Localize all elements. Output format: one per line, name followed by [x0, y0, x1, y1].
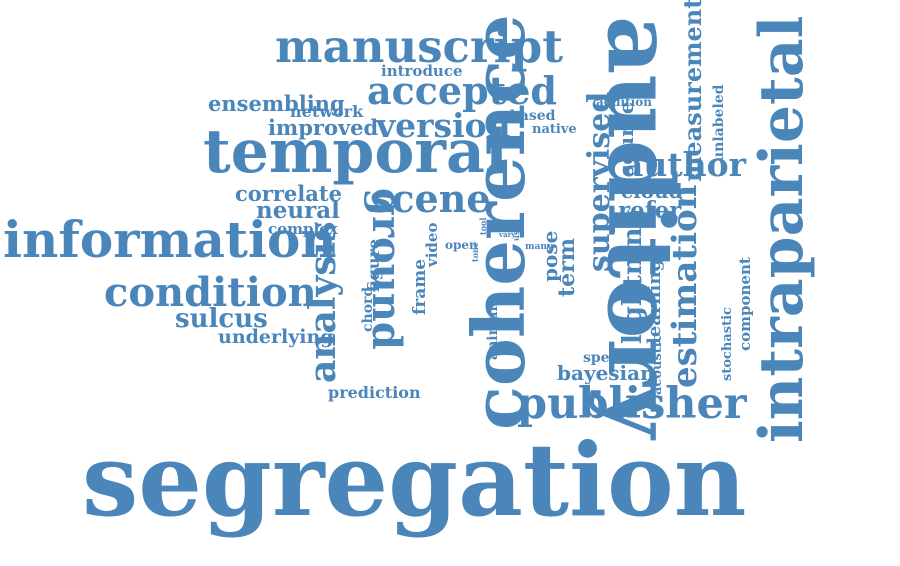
word-estimation: estimation [665, 184, 705, 388]
word-introduce: introduce [381, 62, 463, 80]
word-source: source [614, 101, 638, 176]
word-chord: chord [360, 286, 376, 332]
word-network: network [290, 102, 364, 121]
word-correlate: correlate [235, 181, 342, 206]
word-learning: learning [644, 258, 665, 344]
word-cloud: cloud [621, 179, 683, 203]
word-native: native [532, 122, 577, 137]
word-scene: scene [370, 176, 491, 221]
word-author: author [622, 145, 747, 184]
word-version: version [376, 106, 511, 145]
word-bayesian: bayesian [557, 361, 655, 385]
word-figure: figure [364, 238, 383, 292]
word-complex: complex [268, 220, 338, 238]
word-addition: addition [596, 95, 652, 109]
word-many: many [525, 242, 553, 252]
word-neural: neural [256, 197, 340, 224]
word-ensembling: measurement [678, 0, 707, 182]
word-tone: tone [470, 242, 480, 262]
word-tool: tool [478, 217, 488, 235]
word-open: open [445, 238, 478, 252]
word-vary: vary [499, 230, 516, 239]
word-underlying: underlying [218, 326, 334, 348]
word-intraparietal: intraparietal [747, 15, 817, 443]
word-publisher: publisher [517, 379, 747, 429]
word-use: use [511, 225, 521, 241]
word-spectral: spectral [583, 350, 647, 366]
word-lightning: lightning [618, 209, 648, 344]
word-manuscript: manuscript [275, 20, 563, 73]
word-frame: frame [410, 258, 430, 315]
word-supervised: sulcus [175, 304, 268, 334]
word-unlabeled: unlabeled [711, 84, 727, 162]
word-video: video [423, 222, 441, 267]
word-sulcus: supervised [582, 91, 617, 272]
word-information: information [3, 210, 337, 269]
word-animal: animal [485, 306, 501, 360]
word-analysis: analysis [302, 221, 344, 383]
word-temporal: temporal [203, 117, 508, 187]
word-refer: refer [618, 197, 682, 224]
word-improved: improved [268, 115, 379, 140]
word-condition: condition [104, 269, 317, 316]
word-prediction: prediction [328, 383, 421, 402]
word-measurement: ensembling [208, 91, 345, 116]
word-based: based [510, 108, 556, 124]
word-segregation: segregation [82, 421, 747, 539]
word-component: component [736, 257, 754, 351]
word-acoustic: acoustic [650, 334, 665, 395]
word-coherence: coherence [456, 14, 541, 430]
word-time: time [491, 223, 512, 233]
word-accepted: accepted [367, 68, 557, 113]
word-stochastic: stochastic [720, 307, 735, 381]
word-term: term [554, 237, 580, 297]
